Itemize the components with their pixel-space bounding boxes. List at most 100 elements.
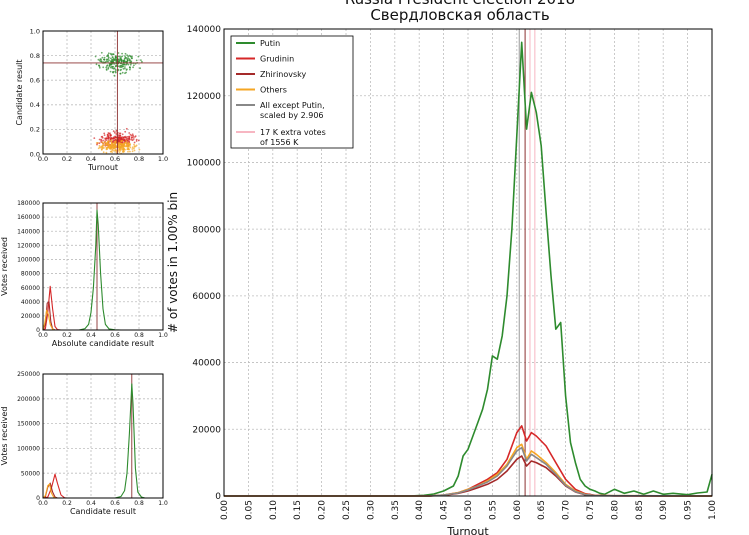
- scatter-point-others: [120, 148, 122, 151]
- scatter-point-putin: [131, 57, 133, 60]
- absolute-y-tick-label: 20000: [21, 313, 40, 320]
- scatter-point-putin: [126, 68, 128, 71]
- scatter-x-tick-label: 0.4: [86, 155, 96, 163]
- scatter-point-putin: [111, 56, 114, 59]
- scatter-point-others: [104, 143, 107, 146]
- relative-y-tick-label: 50000: [21, 470, 40, 477]
- scatter-y-tick-label: 0.4: [30, 101, 40, 109]
- scatter-point-putin: [117, 52, 120, 54]
- scatter-point-putin: [107, 60, 109, 63]
- scatter-point-putin: [113, 67, 116, 70]
- scatter-point-grudinin: [131, 133, 134, 136]
- scatter-y-tick-label: 0.8: [30, 52, 40, 60]
- scatter-point-putin: [139, 67, 142, 70]
- scatter-point-putin: [97, 58, 100, 61]
- scatter-point-grudinin: [93, 137, 96, 140]
- main-x-axis-label: Turnout: [446, 525, 489, 535]
- main-x-tick-label: 0.15: [293, 500, 303, 520]
- main-x-tick-label: 0.85: [635, 500, 645, 520]
- relative-x-tick-label: 0.8: [134, 500, 144, 507]
- scatter-point-others: [124, 141, 127, 144]
- scatter-point-putin: [132, 66, 135, 69]
- scatter-points: [93, 51, 143, 155]
- scatter-point-putin: [141, 60, 143, 63]
- scatter-point-grudinin: [123, 139, 126, 142]
- scatter-point-grudinin: [102, 139, 104, 142]
- main-y-tick-label: 140000: [187, 25, 222, 35]
- scatter-point-grudinin: [114, 135, 117, 138]
- scatter-point-grudinin: [103, 134, 106, 137]
- scatter-point-putin: [119, 69, 122, 72]
- scatter-point-others: [133, 149, 136, 152]
- scatter-point-others: [124, 148, 126, 151]
- scatter-point-others: [102, 142, 104, 145]
- main-axes-frame: [223, 28, 713, 497]
- scatter-point-grudinin: [103, 132, 106, 135]
- relative-x-tick-label: 0.2: [62, 500, 72, 507]
- scatter-point-putin: [123, 60, 126, 62]
- scatter-point-putin: [109, 60, 112, 63]
- main-legend-label: of 1556 K: [260, 138, 299, 147]
- scatter-point-grudinin: [112, 137, 115, 140]
- scatter-point-grudinin: [106, 133, 109, 136]
- scatter-point-others: [118, 148, 121, 151]
- scatter-point-grudinin: [96, 143, 98, 146]
- absolute-x-tick-label: 0.4: [86, 332, 96, 339]
- absolute-y-tick-label: 40000: [21, 299, 40, 306]
- scatter-point-putin: [121, 52, 123, 55]
- scatter-point-putin: [125, 64, 127, 66]
- scatter-point-putin: [105, 66, 108, 69]
- scatter-point-others: [97, 142, 99, 144]
- scatter-point-others: [114, 149, 117, 151]
- main-series-all: [224, 446, 713, 497]
- scatter-point-others: [121, 147, 124, 150]
- scatter-point-others: [103, 147, 105, 149]
- absolute-series-others: [42, 309, 163, 331]
- scatter-point-others: [109, 145, 111, 147]
- scatter-point-grudinin: [132, 134, 135, 137]
- scatter-x-tick-label: 0.8: [134, 155, 144, 163]
- scatter-point-others: [114, 146, 117, 148]
- main-x-tick-label: 0.90: [659, 500, 669, 520]
- absolute-y-tick-label: 160000: [17, 214, 40, 221]
- absolute-y-tick-label: 120000: [17, 242, 40, 249]
- scatter-point-others: [125, 145, 128, 148]
- absolute-y-tick-label: 140000: [17, 228, 40, 235]
- scatter-point-putin: [124, 67, 126, 70]
- scatter-point-putin: [129, 68, 131, 71]
- scatter-point-putin: [109, 70, 112, 73]
- relative-y-tick-label: 250000: [17, 371, 40, 378]
- scatter-point-others: [112, 145, 115, 147]
- scatter-point-grudinin: [135, 140, 138, 142]
- scatter-point-putin: [120, 60, 123, 62]
- absolute-y-tick-label: 0: [36, 327, 40, 334]
- main-x-tick-label: 0.40: [415, 500, 425, 520]
- scatter-point-others: [133, 145, 136, 147]
- scatter-point-putin: [110, 63, 113, 66]
- scatter-point-putin: [133, 64, 135, 67]
- scatter-point-others: [129, 146, 132, 149]
- scatter-point-grudinin: [130, 134, 133, 137]
- scatter-x-tick-label: 1.0: [158, 155, 168, 163]
- scatter-x-tick-label: 0.0: [38, 155, 48, 163]
- scatter-point-others: [131, 150, 134, 153]
- scatter-point-putin: [107, 66, 110, 69]
- scatter-point-others: [104, 141, 107, 144]
- scatter-point-others: [101, 147, 104, 150]
- main-series-putin: [224, 41, 713, 497]
- scatter-point-putin: [124, 52, 127, 55]
- scatter-point-grudinin: [131, 139, 134, 142]
- scatter-point-putin: [103, 56, 106, 59]
- main-x-tick-label: 0.05: [244, 500, 254, 520]
- scatter-point-others: [127, 150, 129, 153]
- scatter-point-putin: [114, 71, 117, 74]
- scatter-point-grudinin: [112, 130, 115, 133]
- scatter-point-putin: [109, 66, 112, 69]
- scatter-point-putin: [95, 63, 98, 66]
- relative-x-tick-label: 1.0: [158, 500, 168, 507]
- scatter-point-putin: [102, 66, 105, 69]
- scatter-point-grudinin: [98, 138, 101, 141]
- absolute-x-tick-label: 0.0: [38, 332, 48, 339]
- scatter-point-putin: [105, 58, 108, 61]
